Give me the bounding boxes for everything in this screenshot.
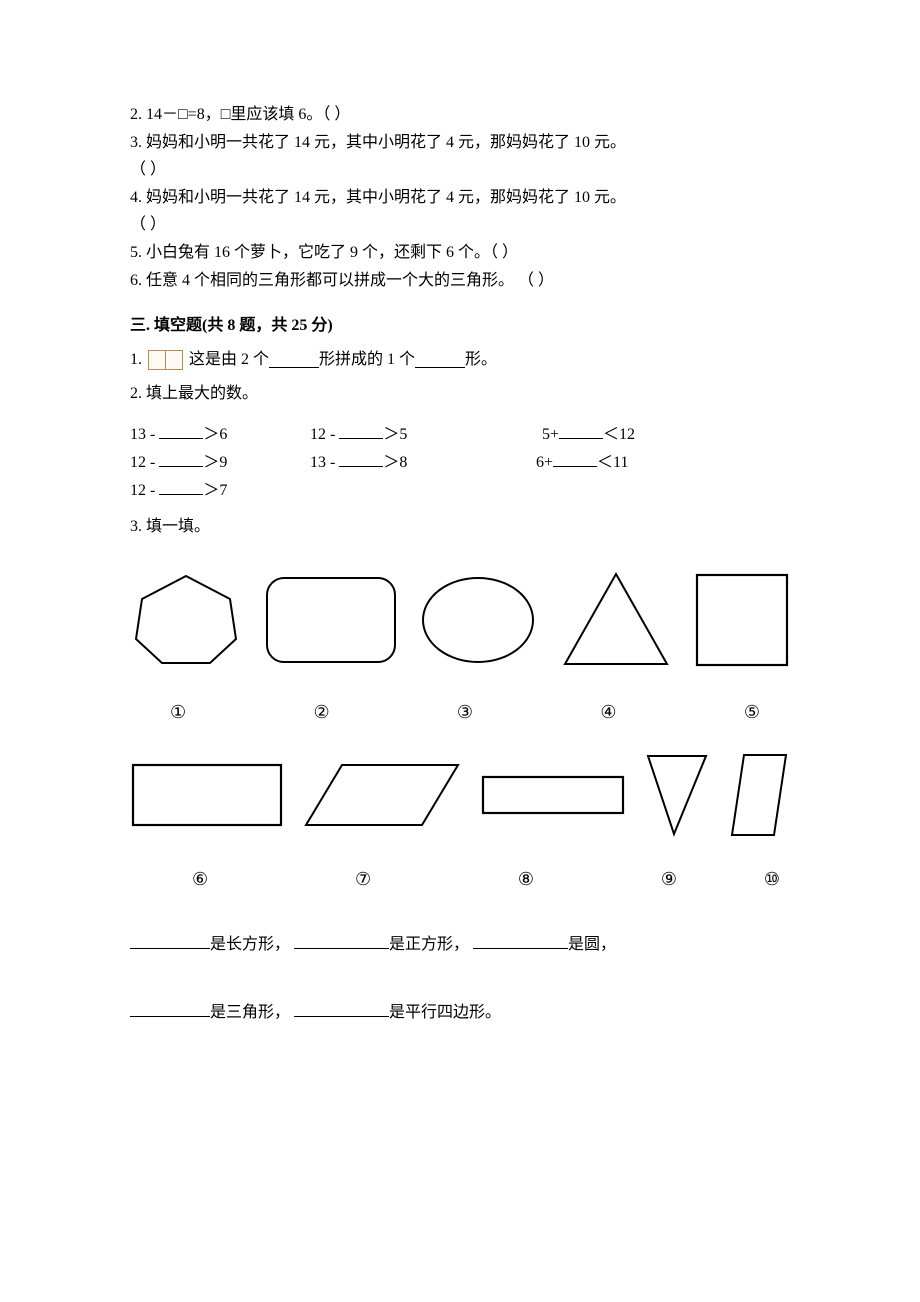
shape-triangle bbox=[559, 570, 673, 670]
label-9: ⑨ bbox=[661, 869, 677, 890]
grid-lhs: 12 - bbox=[130, 454, 155, 471]
ans-text: 是三角形， bbox=[210, 1004, 290, 1021]
grid-rhs: ＞7 bbox=[203, 482, 227, 499]
grid-lhs: 6+ bbox=[536, 454, 553, 471]
grid-blank[interactable] bbox=[159, 494, 203, 495]
ans-blank-parallelogram[interactable] bbox=[294, 1016, 389, 1017]
q1-blank-2[interactable] bbox=[415, 351, 465, 368]
grid-blank[interactable] bbox=[339, 438, 383, 439]
answer-line-2: 是三角形， 是平行四边形。 bbox=[130, 1000, 790, 1026]
shape-parallelogram bbox=[302, 761, 462, 829]
two-squares-icon bbox=[148, 350, 183, 370]
grid-lhs: 13 - bbox=[310, 454, 335, 471]
tf-question-2: 2. 14－□=8，□里应该填 6。（ ） bbox=[130, 102, 790, 128]
label-7: ⑦ bbox=[355, 869, 371, 890]
q1-prefix: 1. bbox=[130, 347, 142, 373]
label-10: ⑩ bbox=[764, 869, 780, 890]
label-2: ② bbox=[313, 702, 329, 723]
tf-question-3: 3. 妈妈和小明一共花了 14 元，其中小明花了 4 元，那妈妈花了 10 元。 bbox=[130, 130, 790, 156]
grid-cell: 13 - ＞8 bbox=[310, 448, 500, 472]
ans-blank-square[interactable] bbox=[294, 948, 389, 949]
fill-q2-grid: 13 - ＞6 12 - ＞5 5+ ＜12 12 - ＞9 13 - ＞8 6+… bbox=[130, 420, 790, 500]
shape-square bbox=[694, 572, 790, 668]
q1-text-b: 形拼成的 1 个 bbox=[319, 347, 415, 373]
tf-question-5: 5. 小白兔有 16 个萝卜，它吃了 9 个，还剩下 6 个。（ ） bbox=[130, 240, 790, 266]
grid-rhs: ＜11 bbox=[597, 454, 628, 471]
ans-text: 是圆， bbox=[568, 936, 616, 953]
tf-question-6: 6. 任意 4 个相同的三角形都可以拼成一个大的三角形。 （ ） bbox=[130, 268, 790, 294]
label-5: ⑤ bbox=[744, 702, 760, 723]
tf-question-4: 4. 妈妈和小明一共花了 14 元，其中小明花了 4 元，那妈妈花了 10 元。 bbox=[130, 185, 790, 211]
grid-cell: 12 - ＞9 bbox=[130, 448, 310, 472]
grid-blank[interactable] bbox=[159, 466, 203, 467]
ans-blank-triangle[interactable] bbox=[130, 1016, 210, 1017]
tf-question-3-paren: （ ） bbox=[130, 157, 790, 183]
shape-rectangle bbox=[130, 762, 284, 828]
section-3-header: 三. 填空题(共 8 题，共 25 分) bbox=[130, 311, 790, 335]
ans-blank-rect[interactable] bbox=[130, 948, 210, 949]
ans-text: 是平行四边形。 bbox=[389, 1004, 501, 1021]
label-1: ① bbox=[170, 702, 186, 723]
label-8: ⑧ bbox=[518, 869, 534, 890]
grid-cell: 12 - ＞5 bbox=[310, 420, 500, 444]
answer-line-1: 是长方形， 是正方形， 是圆， bbox=[130, 932, 790, 958]
shapes-area: ① ② ③ ④ ⑤ ⑥ ⑦ ⑧ ⑨ ⑩ 是长方形， 是正方形， 是圆， bbox=[130, 570, 790, 1025]
grid-lhs: 12 - bbox=[310, 426, 335, 443]
shape-long-rect bbox=[480, 774, 626, 816]
grid-blank[interactable] bbox=[159, 438, 203, 439]
shape-inverted-triangle bbox=[644, 752, 710, 838]
shape-small-parallelogram bbox=[728, 751, 790, 839]
ans-blank-circle[interactable] bbox=[473, 948, 568, 949]
q1-text-c: 形。 bbox=[465, 347, 497, 373]
fill-q3-label: 3. 填一填。 bbox=[130, 514, 790, 540]
grid-blank[interactable] bbox=[339, 466, 383, 467]
grid-lhs: 12 - bbox=[130, 482, 155, 499]
grid-rhs: ＞8 bbox=[383, 454, 407, 471]
labels-row-1: ① ② ③ ④ ⑤ bbox=[130, 702, 790, 723]
tf-question-4-paren: （ ） bbox=[130, 212, 790, 238]
grid-cell: 12 - ＞7 bbox=[130, 476, 310, 500]
grid-blank[interactable] bbox=[559, 438, 603, 439]
grid-rhs: ＞6 bbox=[203, 426, 227, 443]
grid-cell: 5+ ＜12 bbox=[500, 420, 690, 444]
grid-rhs: ＞9 bbox=[203, 454, 227, 471]
grid-rhs: ＞5 bbox=[383, 426, 407, 443]
q1-text-a: 这是由 2 个 bbox=[189, 347, 269, 373]
q1-blank-1[interactable] bbox=[269, 351, 319, 368]
shape-rounded-rect bbox=[264, 575, 398, 665]
fill-q1: 1. 这是由 2 个 形拼成的 1 个 形。 bbox=[130, 347, 790, 373]
grid-cell: 6+ ＜11 bbox=[500, 448, 690, 472]
ans-text: 是正方形， bbox=[389, 936, 469, 953]
grid-rhs: ＜12 bbox=[603, 426, 635, 443]
grid-lhs: 5+ bbox=[542, 426, 559, 443]
label-4: ④ bbox=[600, 702, 616, 723]
shapes-row-2 bbox=[130, 751, 790, 839]
labels-row-2: ⑥ ⑦ ⑧ ⑨ ⑩ bbox=[130, 869, 790, 890]
fill-q2-label: 2. 填上最大的数。 bbox=[130, 381, 790, 407]
label-6: ⑥ bbox=[192, 869, 208, 890]
shape-heptagon bbox=[130, 571, 242, 669]
shapes-row-1 bbox=[130, 570, 790, 670]
grid-blank[interactable] bbox=[553, 466, 597, 467]
grid-cell: 13 - ＞6 bbox=[130, 420, 310, 444]
grid-lhs: 13 - bbox=[130, 426, 155, 443]
label-3: ③ bbox=[457, 702, 473, 723]
ans-text: 是长方形， bbox=[210, 936, 290, 953]
shape-ellipse bbox=[419, 574, 537, 666]
